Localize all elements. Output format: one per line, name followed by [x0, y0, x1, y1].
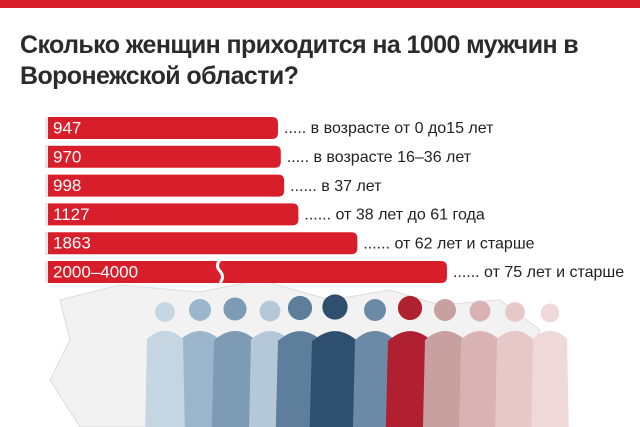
- bar: [45, 203, 299, 226]
- person-body: [385, 331, 435, 427]
- person-body: [145, 330, 185, 427]
- category-label: ..... в возрасте от 0 до15 лет: [284, 120, 494, 137]
- value-label: 970: [53, 147, 81, 166]
- person-head: [434, 299, 456, 321]
- person-head: [397, 295, 423, 321]
- person-body: [178, 331, 222, 427]
- category-label: ..... в возрасте 16–36 лет: [287, 149, 472, 166]
- person-head: [189, 299, 211, 321]
- person-head: [322, 294, 348, 320]
- category-label: ...... от 38 лет до 61 года: [304, 207, 484, 224]
- value-label: 2000–4000: [53, 262, 138, 281]
- bar: [45, 232, 358, 255]
- person-head: [223, 297, 247, 321]
- value-label: 998: [53, 176, 81, 195]
- person-body: [531, 330, 569, 427]
- bar-edge: [45, 145, 48, 168]
- person-body: [211, 331, 259, 427]
- bar: [45, 174, 285, 197]
- chart-title: Сколько женщин приходится на 1000 мужчин…: [20, 31, 579, 90]
- bar-edge: [45, 261, 48, 283]
- people-silhouettes: [145, 294, 569, 427]
- value-label: 947: [53, 118, 81, 137]
- top-strip: [0, 0, 640, 8]
- person-body: [309, 331, 361, 427]
- bar: [45, 145, 281, 168]
- bar-edge: [45, 232, 48, 255]
- person-head: [540, 303, 560, 323]
- person-head: [155, 302, 175, 322]
- bar-edge: [45, 174, 48, 197]
- person-body: [353, 331, 397, 427]
- bar-edge: [45, 117, 48, 139]
- value-label: 1863: [53, 234, 91, 253]
- person-body: [423, 331, 467, 427]
- category-label: ...... от 75 лет и старше: [453, 264, 624, 281]
- bar-edge: [45, 203, 48, 226]
- person-head: [469, 300, 491, 322]
- person-head: [364, 299, 386, 321]
- person-body: [459, 330, 501, 427]
- person-head: [287, 295, 313, 321]
- category-label: ...... в 37 лет: [290, 178, 382, 195]
- person-head: [259, 300, 281, 322]
- bar: [45, 117, 278, 139]
- person-head: [505, 302, 525, 322]
- bar-break: [216, 259, 224, 284]
- bar: [45, 261, 447, 283]
- value-label: 1127: [53, 205, 90, 224]
- category-label: ...... от 62 лет и старше: [363, 235, 534, 252]
- person-body: [495, 330, 535, 427]
